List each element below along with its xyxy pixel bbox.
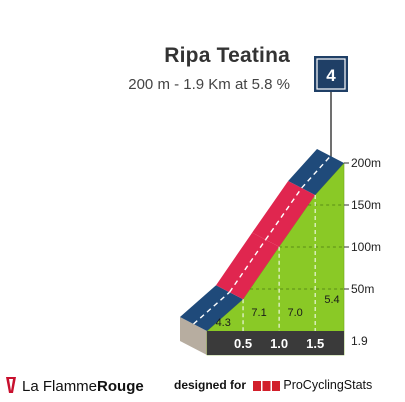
y-tick-label: 50m [351, 282, 374, 296]
road-centerline [228, 239, 267, 293]
laflammerouge-logo-icon [6, 377, 16, 393]
gradient-label: 7.0 [287, 307, 302, 319]
designed-for: designed for ProCyclingStats [174, 378, 372, 392]
designed-for-label: designed for [174, 378, 247, 392]
profile-left-wall [180, 317, 207, 355]
climb-subtitle: 200 m - 1.9 Km at 5.8 % [128, 76, 290, 93]
climb-profile-chart: 4 50m 100m 150m 200m 0.5 1.0 1.5 1.9 4.3 7.1 7.0 5.… [180, 56, 381, 356]
gradient-label: 5.4 [324, 294, 339, 306]
y-tick-label: 200m [351, 156, 381, 170]
road-centerline [265, 187, 303, 241]
brand-text-b: Rouge [97, 378, 144, 395]
y-tick-label: 150m [351, 198, 381, 212]
km-total-label: 1.9 [351, 334, 368, 348]
brand-text-a: La Flamme [22, 378, 98, 395]
road-centerline [301, 155, 332, 189]
climb-title: Ripa Teatina [164, 44, 290, 67]
badge-box [314, 56, 348, 92]
gradient-label: 7.1 [251, 307, 266, 319]
pcs-name[interactable]: ProCyclingStats [283, 378, 373, 392]
badge-number: 4 [326, 66, 336, 85]
category-badge: 4 [314, 56, 348, 163]
footer: La FlammeRouge designed for ProCyclingSt… [0, 372, 405, 402]
y-tick-label: 100m [351, 240, 381, 254]
road-segment [180, 285, 244, 331]
km-label: 0.5 [234, 336, 252, 351]
gradient-label: 4.3 [216, 317, 231, 329]
profile-base [207, 331, 344, 355]
pcs-logo-icon[interactable] [253, 381, 281, 391]
road-centerline [193, 291, 231, 325]
km-label: 1.0 [270, 336, 288, 351]
km-label: 1.5 [306, 336, 324, 351]
laflammerouge-brand[interactable]: La FlammeRouge [4, 376, 144, 395]
